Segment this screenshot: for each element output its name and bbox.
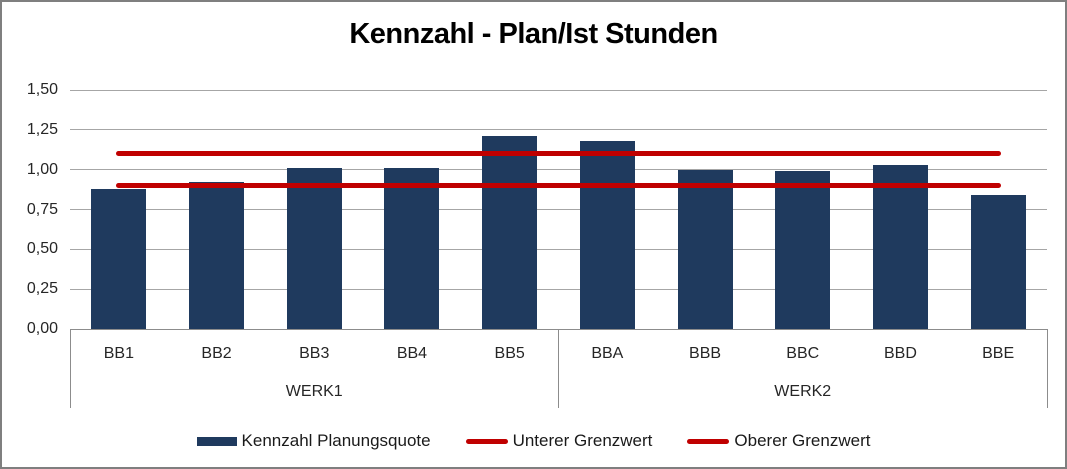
x-category-label: BB3 (299, 345, 330, 362)
bar-BBA (579, 140, 635, 329)
y-tick-label: 0,00 (26, 320, 58, 337)
x-category-label: BB2 (201, 345, 232, 362)
bar-BB5 (482, 136, 538, 329)
y-tick-label: 1,25 (26, 120, 58, 138)
legend-line-swatch (687, 438, 730, 444)
y-tick-label: 0,50 (26, 240, 58, 258)
category-axis-divider (558, 329, 559, 408)
bar-BB2 (189, 182, 245, 329)
x-category-label: BBD (883, 345, 917, 362)
bar-BBC (775, 171, 831, 329)
x-group-label: WERK1 (285, 383, 343, 400)
y-tick-label: 1,50 (26, 81, 58, 98)
y-tick-label: 1,00 (26, 160, 58, 178)
legend-label: Oberer Grenzwert (734, 431, 871, 450)
legend-label: Unterer Grenzwert (512, 431, 653, 450)
category-axis-divider (69, 329, 71, 408)
legend-item: Kennzahl Planungsquote (196, 431, 431, 451)
legend-label: Kennzahl Planungsquote (241, 431, 431, 450)
y-gridline (70, 288, 1047, 290)
legend-line-swatch (465, 438, 508, 444)
legend-item: Oberer Grenzwert (687, 431, 870, 451)
x-category-label: BBB (689, 345, 722, 362)
bar-BBB (677, 169, 733, 329)
chart-title: Kennzahl - Plan/Ist Stunden (349, 18, 718, 50)
chart-legend: Kennzahl Planungsquote Unterer Grenzwert O… (2, 431, 1065, 451)
x-category-label: BBC (786, 345, 820, 362)
limit-line-lower (116, 183, 1001, 189)
y-gridline (70, 248, 1047, 250)
y-gridline (70, 129, 1047, 131)
y-gridline (70, 89, 1047, 91)
x-category-label: BB4 (396, 345, 428, 362)
legend-item: Unterer Grenzwert (465, 431, 653, 451)
x-category-label: BBA (591, 345, 624, 362)
limit-line-upper (116, 151, 1001, 157)
x-category-label: BBE (982, 345, 1015, 362)
y-tick-label: 0,75 (26, 200, 58, 218)
y-gridline (70, 209, 1047, 210)
bar-BB1 (91, 188, 147, 329)
bar-BBE (970, 195, 1026, 329)
x-category-label: BB1 (103, 345, 134, 362)
x-group-label: WERK2 (774, 383, 832, 400)
bar-BB4 (384, 168, 440, 329)
y-tick-label: 0,25 (26, 280, 58, 298)
x-category-label: BB5 (494, 345, 525, 362)
bar-BB3 (286, 168, 342, 329)
y-gridline (70, 169, 1047, 171)
legend-bar-swatch (196, 436, 237, 446)
category-axis-divider (1046, 329, 1048, 408)
bar-BBD (872, 164, 928, 329)
